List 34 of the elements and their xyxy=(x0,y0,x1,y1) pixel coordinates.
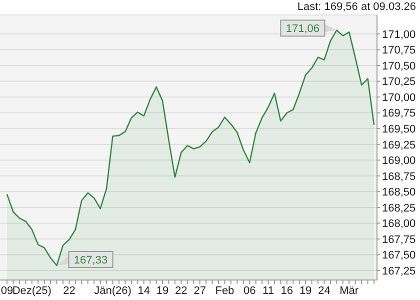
x-tick-label: 19 xyxy=(156,284,169,297)
annotation: 171,06 xyxy=(286,23,320,36)
x-tick-label: 11 xyxy=(262,284,274,297)
y-tick-label: 168,25 xyxy=(382,202,416,214)
y-tick-label: 170,50 xyxy=(382,60,416,72)
y-tick-label: 170,00 xyxy=(382,92,416,104)
y-tick-label: 167,75 xyxy=(382,234,416,246)
x-tick-label: Jän(26) xyxy=(94,284,132,297)
annotation: 167,33 xyxy=(74,254,108,266)
y-tick-label: 170,75 xyxy=(382,44,416,57)
y-tick-label: 169,25 xyxy=(382,139,416,152)
y-tick-label: 171,00 xyxy=(382,28,416,41)
y-tick-label: 169,00 xyxy=(382,155,416,168)
x-tick-label: Feb xyxy=(215,284,234,297)
y-tick-label: 167,25 xyxy=(382,265,416,278)
x-tick-label: 27 xyxy=(194,284,206,297)
x-tick-label: 14 xyxy=(138,284,150,297)
y-tick-label: 167,50 xyxy=(382,250,416,262)
x-tick-label: 22 xyxy=(63,284,76,297)
text: Last: 169,56 at 09.03.26 xyxy=(297,1,416,13)
x-tick-label: 24 xyxy=(318,284,330,297)
x-tick-label: 16 xyxy=(280,284,294,297)
x-tick-label: 19 xyxy=(299,284,312,297)
y-tick-label: 168,50 xyxy=(382,186,416,199)
x-tick-label: 09 xyxy=(0,284,14,297)
y-tick-label: 169,75 xyxy=(382,108,416,120)
y-tick-label: 169,50 xyxy=(382,123,416,136)
y-tick-label: 170,25 xyxy=(382,76,416,88)
x-tick-label: Mär xyxy=(340,284,359,297)
y-tick-label: 168,75 xyxy=(382,170,416,183)
x-tick-label: 22 xyxy=(175,284,188,297)
x-tick-label: Dez(25) xyxy=(12,284,52,297)
y-tick-label: 168,00 xyxy=(382,218,416,230)
x-tick-label: 06 xyxy=(243,284,256,297)
